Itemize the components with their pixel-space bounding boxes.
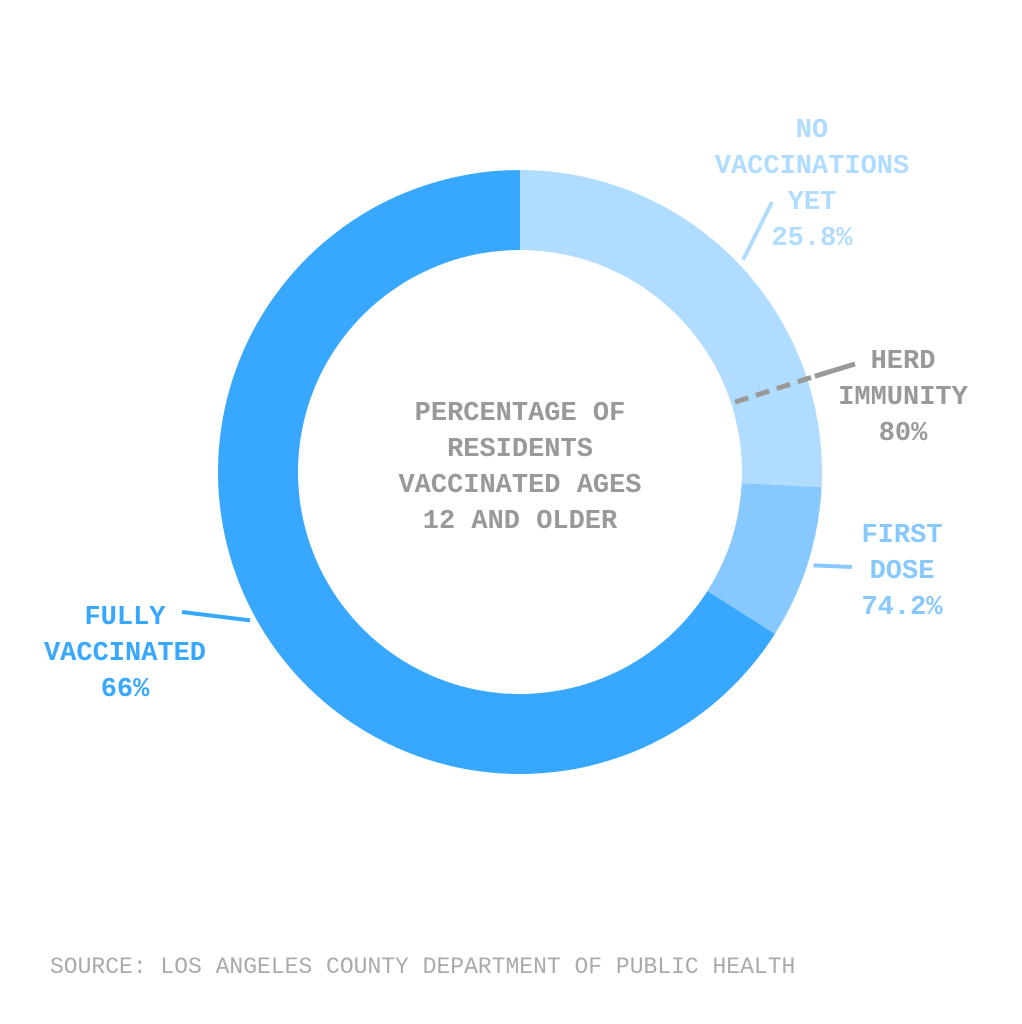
source: SOURCE: LOS ANGELES COUNTY DEPARTMENT OF… — [50, 954, 796, 980]
leader-line — [741, 201, 774, 261]
label-value: 74.2% — [861, 593, 943, 623]
label-name: FIRST DOSE — [861, 521, 943, 587]
segment-label: NO VACCINATIONS YET 25.8% — [697, 113, 927, 257]
label-value: 66% — [100, 675, 150, 705]
donut-segment — [520, 170, 823, 488]
donut-segment — [707, 483, 822, 634]
label-name: HERD IMMUNITY — [838, 347, 968, 413]
leader-line — [181, 610, 251, 623]
segment-label: FIRST DOSE 74.2% — [827, 518, 977, 626]
segment-label: FULLY VACCINATED 66% — [25, 600, 225, 708]
label-name: NO VACCINATIONS YET — [714, 116, 910, 218]
reference-line — [734, 373, 816, 405]
label-value: 25.8% — [771, 224, 853, 254]
chart-title: PERCENTAGE OF RESIDENTS VACCINATED AGES … — [398, 399, 642, 537]
label-name: FULLY VACCINATED — [43, 603, 207, 669]
reference-label: HERD IMMUNITY 80% — [813, 344, 993, 452]
donut-segment — [218, 170, 775, 774]
leader-line — [813, 563, 853, 569]
reference-leader — [814, 361, 856, 379]
label-value: 80% — [878, 419, 928, 449]
